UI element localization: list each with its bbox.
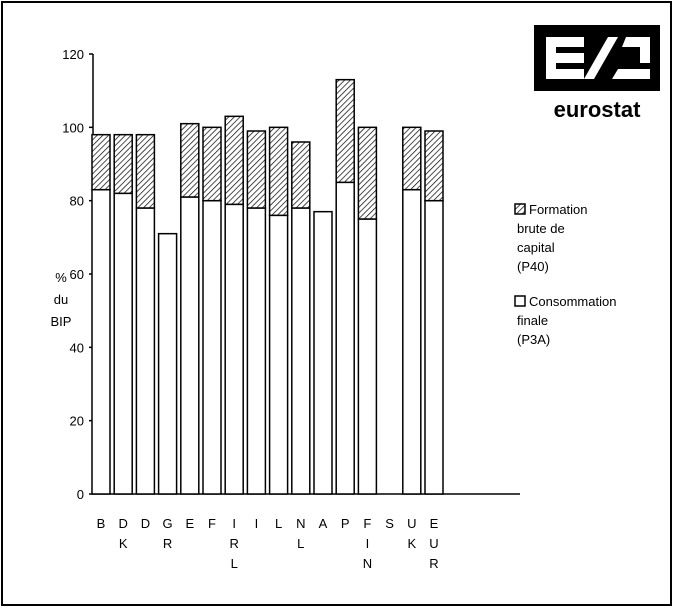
bar-formation-eur xyxy=(424,130,444,202)
y-axis-label-line: % xyxy=(55,270,67,285)
legend-swatch xyxy=(514,295,526,307)
bar-formation-p xyxy=(335,78,355,184)
bar-formation-d xyxy=(135,133,156,209)
bar-consommation-gr xyxy=(157,232,178,495)
y-axis-label-line: du xyxy=(54,292,68,307)
bar-consommation-l xyxy=(268,214,289,495)
bar-formation-i xyxy=(246,130,267,209)
bar-consommation-nl xyxy=(291,207,311,495)
bar-consommation-uk xyxy=(402,188,422,495)
category-label-a: A xyxy=(319,516,328,531)
y-tick-label: 20 xyxy=(70,414,84,429)
y-tick-label: 120 xyxy=(62,47,84,62)
bar-formation-l xyxy=(268,126,289,217)
bar-formation-uk xyxy=(402,126,422,191)
bar-formation-f xyxy=(202,126,222,202)
bar-consommation-i xyxy=(246,207,267,495)
y-tick-label: 0 xyxy=(77,487,84,502)
bar-consommation-f xyxy=(202,199,222,495)
bar-consommation-irl xyxy=(224,203,244,495)
legend-entry-line: capital xyxy=(517,240,555,255)
y-tick-label: 60 xyxy=(70,267,84,282)
category-label-e: E xyxy=(185,516,194,531)
bar-formation-fin xyxy=(357,126,378,220)
bar-formation-dk xyxy=(113,133,133,195)
y-axis-label-line: BIP xyxy=(51,314,72,329)
bar-consommation-b xyxy=(91,188,111,495)
bar-formation-nl xyxy=(291,141,311,209)
bar-consommation-p xyxy=(335,181,355,495)
legend-entry-line: finale xyxy=(517,313,548,328)
logo-mark-slash xyxy=(584,37,618,79)
eurostat-logo: eurostat xyxy=(534,25,660,122)
bar-consommation-dk xyxy=(113,192,133,495)
category-labels: B D K D G R E F I R L I L N L A P F I N S U K E U R xyxy=(97,516,439,571)
bar-consommation-fin xyxy=(357,218,378,495)
category-label-b: B xyxy=(97,516,106,531)
bar-formation-e xyxy=(180,122,200,198)
legend-swatch xyxy=(514,203,526,215)
bar-consommation-d xyxy=(135,207,156,495)
category-label-p: P xyxy=(341,516,350,531)
legend-entry-line: Consommation xyxy=(529,294,616,309)
bar-formation-irl xyxy=(224,115,244,206)
category-label-f: F xyxy=(208,516,216,531)
legend-entry-line: (P3A) xyxy=(517,332,550,347)
y-tick-label: 80 xyxy=(70,194,84,209)
category-label-s: S xyxy=(385,516,394,531)
bar-consommation-eur xyxy=(424,199,444,495)
bars xyxy=(91,78,444,495)
legend-entry-line: brute de xyxy=(517,221,565,236)
legend: Formation brute de capital (P40) Consommatio… xyxy=(514,202,616,347)
category-label-i: I xyxy=(255,516,259,531)
y-axis-label: % du BIP xyxy=(51,270,72,329)
category-label-d: D xyxy=(141,516,150,531)
logo-mark-s xyxy=(612,37,650,79)
y-tick-label: 100 xyxy=(62,120,84,135)
category-label-l: L xyxy=(275,516,282,531)
logo-text: eurostat xyxy=(554,97,641,122)
bar-formation-b xyxy=(91,133,111,191)
legend-entry-line: (P40) xyxy=(517,259,549,274)
bar-consommation-e xyxy=(180,196,200,495)
legend-entry-line: Formation xyxy=(529,202,588,217)
y-tick-label: 40 xyxy=(70,340,84,355)
bar-consommation-a xyxy=(313,210,333,495)
logo-mark-e xyxy=(546,37,584,79)
